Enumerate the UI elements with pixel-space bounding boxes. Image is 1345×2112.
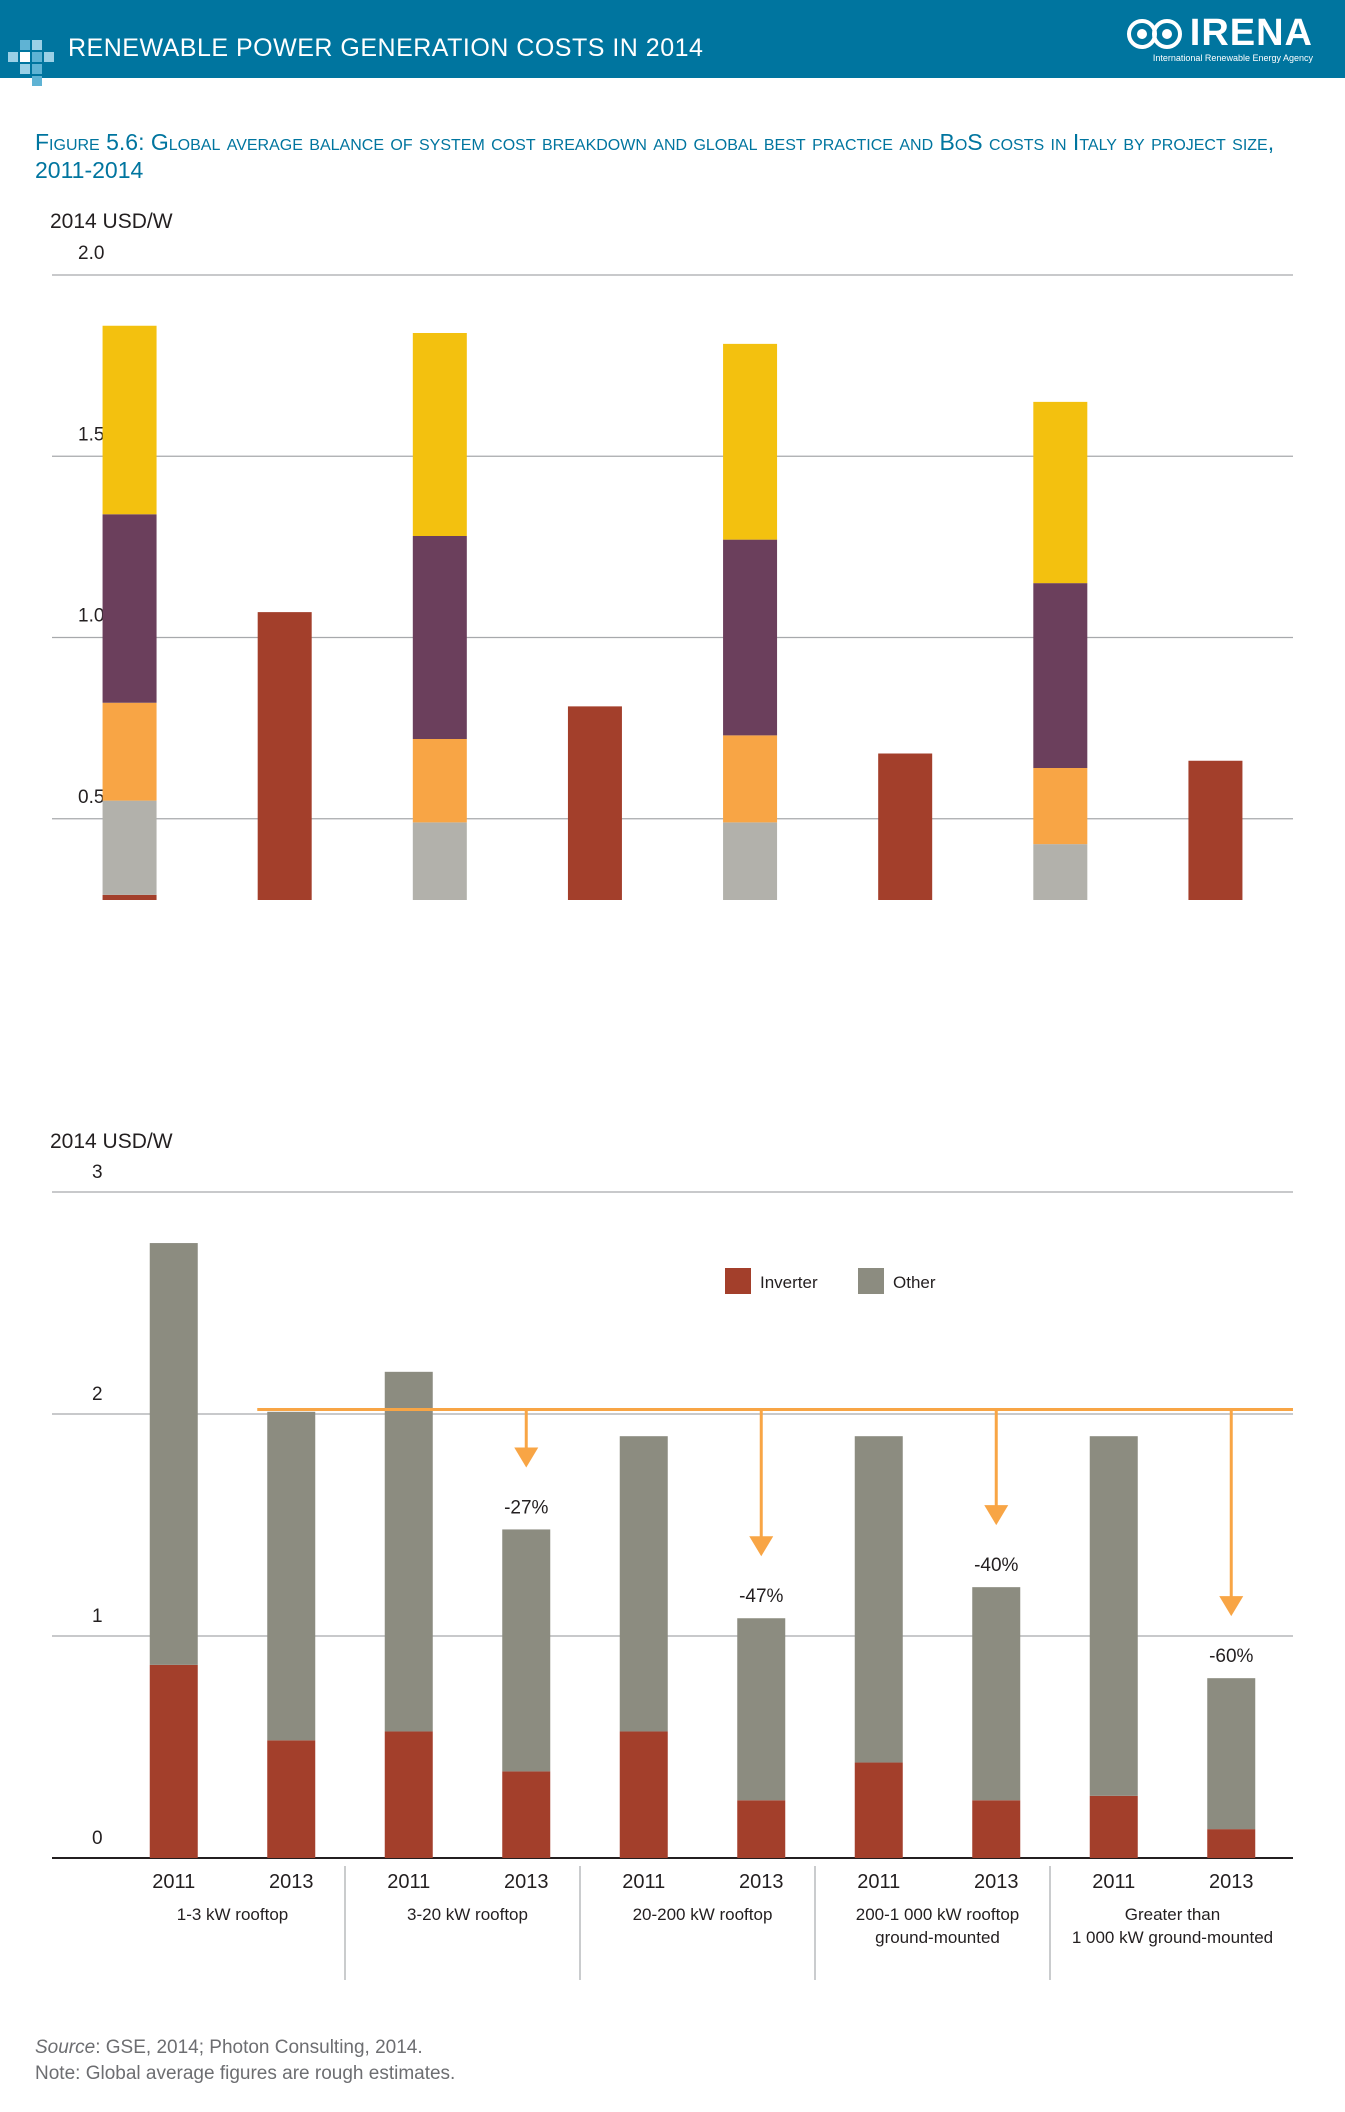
irena-logo: IRENA International Renewable Energy Age… [1125, 12, 1313, 63]
source-text: : GSE, 2014; Photon Consulting, 2014. [95, 2037, 423, 2058]
bar-segment [723, 343, 778, 540]
chart1-unit-label: 2014 USD/W [50, 210, 173, 233]
y-tick-label: 0 [92, 1828, 103, 1849]
bar-segment [567, 706, 622, 900]
y-tick-label: 2.0 [78, 243, 104, 264]
bar-segment [102, 702, 157, 801]
bar-segment [412, 739, 467, 823]
x-tick-label: 2013 [974, 1871, 1019, 1893]
bar-segment [1089, 1436, 1138, 1796]
bar-segment [102, 514, 157, 703]
bar-segment [502, 1529, 551, 1772]
x-tick-label: 2011 [1092, 1871, 1135, 1893]
x-tick-label: 2013 [739, 1871, 784, 1893]
reduction-arrowhead [984, 1505, 1009, 1526]
reduction-label: -40% [974, 1555, 1018, 1576]
group-label: Greater than [1125, 1905, 1220, 1924]
figure-title: Figure 5.6: Global average balance of sy… [35, 129, 1275, 183]
irena-logo-icon [1127, 18, 1183, 49]
reduction-label: -60% [1209, 1646, 1253, 1667]
reduction-arrowhead [1219, 1596, 1244, 1617]
legend-label: Other [893, 1273, 936, 1292]
header-title: RENEWABLE POWER GENERATION COSTS IN 2014 [68, 34, 704, 62]
group-label: ground-mounted [875, 1928, 1000, 1947]
bar-segment [412, 536, 467, 739]
bar-segment [854, 1436, 903, 1763]
cross-pattern-icon [8, 40, 54, 86]
source-line: Source: GSE, 2014; Photon Consulting, 20… [35, 2035, 455, 2061]
reduction-label: -27% [504, 1497, 548, 1518]
bar-segment [878, 753, 933, 900]
group-label: 1 000 kW ground-mounted [1072, 1928, 1273, 1947]
bar-segment [737, 1618, 786, 1801]
x-tick-label: 2011 [387, 1871, 430, 1893]
bar-segment [1033, 401, 1088, 584]
bar-segment [412, 822, 467, 900]
x-tick-label: 2011 [857, 1871, 900, 1893]
bar-segment [972, 1800, 1021, 1858]
reduction-arrowhead [749, 1536, 774, 1557]
bar-segment [972, 1587, 1021, 1801]
bar-segment [102, 325, 157, 515]
logo-subtitle: International Renewable Energy Agency [1152, 53, 1313, 63]
y-tick-label: 1 [92, 1606, 103, 1627]
bar-segment [257, 612, 312, 900]
note-line: Note: Global average figures are rough e… [35, 2063, 456, 2084]
source-label: Source [35, 2037, 96, 2058]
bar-segment [1033, 768, 1088, 845]
bar-segment [1207, 1829, 1256, 1858]
bar-segment [619, 1731, 668, 1858]
chart1-bos-breakdown: 0.00.51.01.52.02011Bestpractice2012Bestp… [52, 243, 1293, 900]
x-tick-label: 2013 [1209, 1871, 1254, 1893]
bar-segment [1207, 1678, 1256, 1830]
group-label: 3-20 kW rooftop [407, 1905, 528, 1924]
y-tick-label: 3 [92, 1162, 103, 1183]
y-tick-label: 0.5 [78, 787, 104, 808]
bar-segment [1188, 760, 1243, 900]
y-tick-label: 2 [92, 1384, 103, 1405]
y-tick-label: 1.0 [78, 606, 104, 627]
page-header: RENEWABLE POWER GENERATION COSTS IN 2014… [0, 0, 1345, 86]
bar-segment [267, 1411, 316, 1741]
logo-name: IRENA [1189, 12, 1313, 54]
x-tick-label: 2011 [622, 1871, 665, 1893]
bar-segment [384, 1731, 433, 1858]
bar-segment [723, 539, 778, 736]
bar-segment [502, 1771, 551, 1858]
reduction-arrowhead [514, 1447, 539, 1468]
bar-segment [384, 1371, 433, 1732]
bar-segment [1033, 844, 1088, 900]
y-tick-label: 1.5 [78, 424, 104, 445]
figure-footer: Source: GSE, 2014; Photon Consulting, 20… [35, 2035, 455, 2087]
bar-segment [1089, 1795, 1138, 1858]
x-tick-label: 2013 [269, 1871, 314, 1893]
bar-segment [412, 333, 467, 536]
legend-swatch [725, 1268, 751, 1294]
chart2-italy-costs: 0 1 2 3 2011 2013 2011 2013 2011 2013 2011 2013 2011… [52, 1162, 1293, 1980]
bar-segment [723, 735, 778, 823]
x-tick-label: 2011 [152, 1871, 195, 1893]
x-tick-label: 2013 [504, 1871, 549, 1893]
bar-segment [102, 894, 157, 900]
bar-segment [102, 800, 157, 895]
chart2-unit-label: 2014 USD/W [50, 1130, 173, 1153]
bar-segment [619, 1436, 668, 1732]
bar-segment [149, 1243, 198, 1665]
group-label: 20-200 kW rooftop [633, 1905, 773, 1924]
legend-swatch [858, 1268, 884, 1294]
legend-label: Inverter [760, 1273, 818, 1292]
group-label: 1-3 kW rooftop [177, 1905, 289, 1924]
bar-segment [723, 822, 778, 900]
bar-segment [737, 1800, 786, 1858]
bar-segment [267, 1740, 316, 1858]
reduction-label: -47% [739, 1586, 783, 1607]
group-label: 200-1 000 kW rooftop [856, 1905, 1019, 1924]
bar-segment [149, 1664, 198, 1858]
bar-segment [1033, 583, 1088, 768]
bar-segment [854, 1762, 903, 1858]
